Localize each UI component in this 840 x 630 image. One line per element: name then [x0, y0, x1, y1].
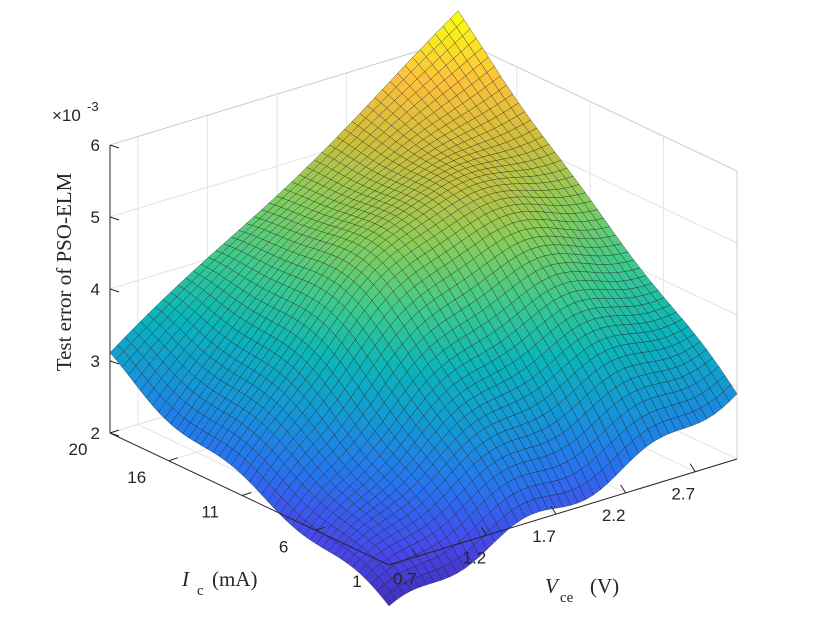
x-tick-mark — [411, 548, 418, 557]
z-tick-label: 4 — [91, 280, 100, 299]
x-tick-mark — [481, 527, 487, 536]
exponent-power: -3 — [87, 99, 99, 114]
y-axis-subscript: c — [197, 583, 204, 599]
y-tick-label: 1 — [352, 572, 361, 591]
y-tick-label: 11 — [201, 503, 219, 522]
z-tick-mark — [109, 432, 120, 437]
exponent-label: ×10 -3 — [52, 99, 99, 125]
x-tick-label: 2.2 — [602, 506, 626, 525]
y-tick-mark — [168, 457, 178, 462]
x-tick-label: 1.2 — [463, 548, 487, 567]
y-tick-mark — [109, 429, 120, 434]
x-axis-unit: (V) — [590, 574, 619, 598]
surface-patch — [382, 591, 397, 607]
y-tick-mark — [241, 492, 252, 497]
y-tick-mark — [315, 526, 325, 531]
z-axis-label: Test error of PSO-ELM — [52, 172, 76, 371]
x-axis-symbol: V — [545, 574, 560, 598]
exponent-base: ×10 — [52, 106, 81, 125]
z-tick-label: 2 — [91, 424, 100, 443]
z-tick-mark — [109, 144, 120, 149]
x-tick-mark — [550, 505, 557, 515]
x-axis-label: V ce (V) — [545, 574, 619, 606]
x-axis-subscript: ce — [560, 590, 574, 606]
z-axis-title: Test error of PSO-ELM — [52, 172, 76, 371]
x-tick-label: 0.7 — [393, 570, 417, 589]
z-tick-label: 3 — [91, 352, 100, 371]
x-tick-label: 1.7 — [532, 527, 556, 546]
z-tick-label: 6 — [91, 136, 100, 155]
y-tick-mark — [388, 561, 399, 566]
y-tick-label: 20 — [69, 440, 88, 459]
z-tick-mark — [109, 216, 120, 221]
y-tick-label: 16 — [127, 468, 146, 487]
y-tick-label: 6 — [279, 537, 288, 556]
y-axis-unit: (mA) — [212, 567, 258, 591]
y-axis-label: I c (mA) — [181, 567, 258, 599]
x-tick-label: 2.7 — [671, 485, 695, 504]
y-axis-line — [109, 432, 390, 566]
x-tick-mark — [689, 463, 696, 472]
z-tick-mark — [109, 288, 120, 293]
y-axis-symbol: I — [181, 567, 190, 591]
x-axis-line — [388, 458, 738, 566]
z-tick-label: 5 — [91, 208, 100, 227]
z-tick-mark — [109, 360, 120, 365]
x-tick-mark — [620, 484, 627, 494]
